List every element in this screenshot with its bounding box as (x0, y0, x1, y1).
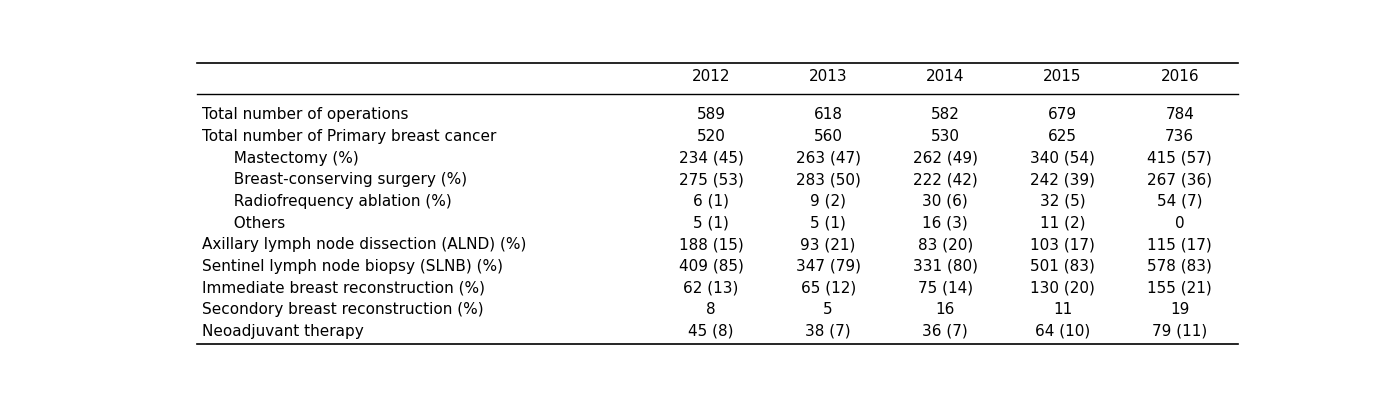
Text: 30 (6): 30 (6) (923, 193, 969, 209)
Text: 38 (7): 38 (7) (805, 323, 851, 338)
Text: 75 (14): 75 (14) (918, 280, 973, 295)
Text: Breast-conserving surgery (%): Breast-conserving surgery (%) (224, 172, 468, 187)
Text: 618: 618 (813, 107, 843, 122)
Text: 65 (12): 65 (12) (801, 280, 855, 295)
Text: 54 (7): 54 (7) (1156, 193, 1203, 209)
Text: 8: 8 (706, 302, 715, 316)
Text: 2013: 2013 (809, 69, 847, 83)
Text: 283 (50): 283 (50) (795, 172, 861, 187)
Text: Immediate breast reconstruction (%): Immediate breast reconstruction (%) (202, 280, 486, 295)
Text: 64 (10): 64 (10) (1035, 323, 1091, 338)
Text: Sentinel lymph node biopsy (SLNB) (%): Sentinel lymph node biopsy (SLNB) (%) (202, 258, 503, 273)
Text: 736: 736 (1165, 129, 1194, 144)
Text: 0: 0 (1175, 215, 1184, 230)
Text: 62 (13): 62 (13) (683, 280, 739, 295)
Text: 530: 530 (931, 129, 960, 144)
Text: 2012: 2012 (692, 69, 731, 83)
Text: 2015: 2015 (1043, 69, 1082, 83)
Text: 2014: 2014 (927, 69, 965, 83)
Text: 6 (1): 6 (1) (693, 193, 729, 209)
Text: 679: 679 (1049, 107, 1077, 122)
Text: Neoadjuvant therapy: Neoadjuvant therapy (202, 323, 364, 338)
Text: 130 (20): 130 (20) (1030, 280, 1095, 295)
Text: Total number of Primary breast cancer: Total number of Primary breast cancer (202, 129, 497, 144)
Text: 155 (21): 155 (21) (1148, 280, 1212, 295)
Text: 16: 16 (935, 302, 955, 316)
Text: 188 (15): 188 (15) (679, 237, 743, 252)
Text: 79 (11): 79 (11) (1152, 323, 1207, 338)
Text: 234 (45): 234 (45) (679, 150, 743, 165)
Text: 83 (20): 83 (20) (918, 237, 973, 252)
Text: 267 (36): 267 (36) (1147, 172, 1212, 187)
Text: Mastectomy (%): Mastectomy (%) (224, 150, 358, 165)
Text: 409 (85): 409 (85) (679, 258, 743, 273)
Text: 36 (7): 36 (7) (923, 323, 969, 338)
Text: 11 (2): 11 (2) (1040, 215, 1085, 230)
Text: 5 (1): 5 (1) (811, 215, 846, 230)
Text: 501 (83): 501 (83) (1030, 258, 1095, 273)
Text: 222 (42): 222 (42) (913, 172, 977, 187)
Text: 16 (3): 16 (3) (923, 215, 969, 230)
Text: Radiofrequency ablation (%): Radiofrequency ablation (%) (224, 193, 452, 209)
Text: Axillary lymph node dissection (ALND) (%): Axillary lymph node dissection (ALND) (%… (202, 237, 526, 252)
Text: 32 (5): 32 (5) (1040, 193, 1085, 209)
Text: Secondory breast reconstruction (%): Secondory breast reconstruction (%) (202, 302, 484, 316)
Text: 103 (17): 103 (17) (1030, 237, 1095, 252)
Text: 578 (83): 578 (83) (1147, 258, 1212, 273)
Text: 2016: 2016 (1161, 69, 1198, 83)
Text: Total number of operations: Total number of operations (202, 107, 409, 122)
Text: 115 (17): 115 (17) (1148, 237, 1212, 252)
Text: 340 (54): 340 (54) (1030, 150, 1095, 165)
Text: 93 (21): 93 (21) (801, 237, 855, 252)
Text: 11: 11 (1053, 302, 1072, 316)
Text: 5: 5 (823, 302, 833, 316)
Text: 263 (47): 263 (47) (795, 150, 861, 165)
Text: 242 (39): 242 (39) (1030, 172, 1095, 187)
Text: 275 (53): 275 (53) (679, 172, 743, 187)
Text: 5 (1): 5 (1) (693, 215, 729, 230)
Text: Others: Others (224, 215, 286, 230)
Text: 9 (2): 9 (2) (811, 193, 846, 209)
Text: 331 (80): 331 (80) (913, 258, 977, 273)
Text: 625: 625 (1049, 129, 1077, 144)
Text: 589: 589 (696, 107, 725, 122)
Text: 262 (49): 262 (49) (913, 150, 977, 165)
Text: 347 (79): 347 (79) (795, 258, 861, 273)
Text: 415 (57): 415 (57) (1148, 150, 1212, 165)
Text: 19: 19 (1170, 302, 1190, 316)
Text: 784: 784 (1165, 107, 1194, 122)
Text: 520: 520 (697, 129, 725, 144)
Text: 560: 560 (813, 129, 843, 144)
Text: 582: 582 (931, 107, 960, 122)
Text: 45 (8): 45 (8) (689, 323, 734, 338)
